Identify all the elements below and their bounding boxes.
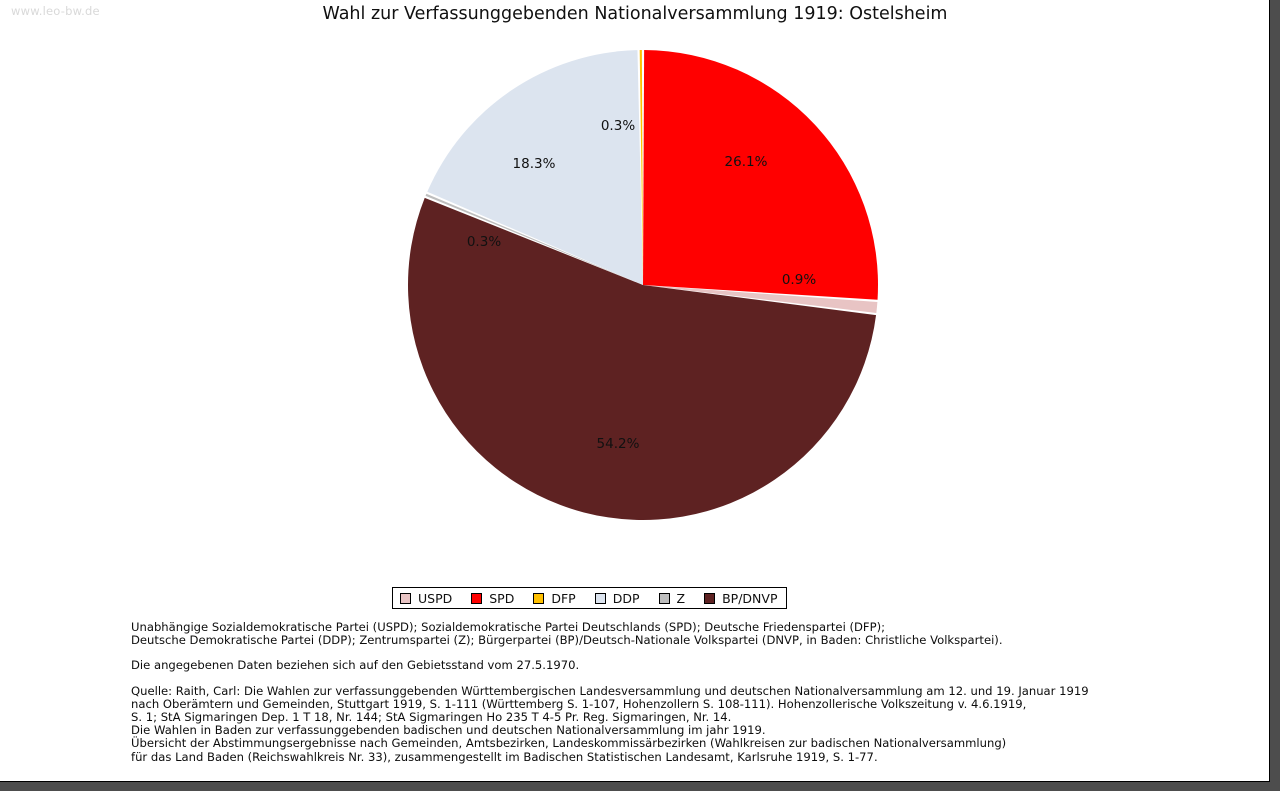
pie-chart: 26.1% 0.9% 54.2% 0.3% 18.3% 0.3% [396,38,896,538]
site-watermark: www.leo-bw.de [11,4,100,18]
footnote-line: für das Land Baden (Reichswahlkreis Nr. … [131,749,878,764]
footnote-parties: Unabhängige Sozialdemokratische Partei (… [131,620,1231,648]
legend-swatch-icon [471,592,483,604]
legend-swatch-icon [594,592,606,604]
pie-slice-dfp[interactable] [639,50,643,285]
footnotes: Unabhängige Sozialdemokratische Partei (… [131,620,1231,764]
page-title: Wahl zur Verfassunggebenden Nationalvers… [322,4,948,24]
chart-legend: USPD SPD DFP DDP Z BP/DNVP [392,587,788,609]
pie-slice-label-uspd: 0.9% [782,272,816,288]
legend-item-z[interactable]: Z [658,590,686,606]
footnote-line: S. 1; StA Sigmaringen Dep. 1 T 18, Nr. 1… [131,710,732,725]
pie-slice-ddp[interactable] [427,50,643,285]
legend-label: USPD [418,590,453,606]
legend-item-uspd[interactable]: USPD [400,591,452,606]
pie-chart-svg: 26.1% 0.9% 54.2% 0.3% 18.3% 0.3% [407,50,879,521]
pie-slice-label-bp-dnvp: 54.2% [597,436,640,452]
pie-slice-z[interactable] [425,193,643,285]
footnote-source: Quelle: Raith, Carl: Die Wahlen zur verf… [131,683,1231,764]
legend-item-spd[interactable]: SPD [471,591,514,606]
legend-label: DDP [612,590,640,606]
pie-slice-label-z: 0.3% [467,234,501,250]
legend-label: DFP [551,590,576,606]
pie-slice-uspd[interactable] [643,285,878,313]
pie-slice-group [407,50,879,521]
legend-swatch-icon [400,592,411,604]
pie-slice-label-spd: 26.1% [725,154,768,170]
footnote-territory: Die angegebenen Daten beziehen sich auf … [131,659,1231,672]
legend-swatch-icon [658,592,670,604]
legend-item-dfp[interactable]: DFP [533,590,576,606]
legend-swatch-icon [704,592,716,604]
legend-label: BP/DNVP [722,590,778,606]
legend-label: Z [676,590,686,606]
footnote-line: nach Oberämtern und Gemeinden, Stuttgart… [131,696,1027,711]
footnote-line: Die Wahlen in Baden zur verfassunggebend… [131,723,766,738]
footnote-line: Quelle: Raith, Carl: Die Wahlen zur verf… [131,683,1089,698]
footnote-line: Die angegebenen Daten beziehen sich auf … [131,658,580,673]
pie-slice-bp-dnvp[interactable] [407,197,877,521]
legend-label: SPD [489,590,515,606]
legend-item-bp-dnvp[interactable]: BP/DNVP [704,591,777,606]
footnote-line: Unabhängige Sozialdemokratische Partei (… [131,620,886,634]
pie-slice-label-dfp: 0.3% [601,118,635,134]
footnote-line: Deutsche Demokratische Partei (DDP); Zen… [131,633,1003,648]
pie-slice-label-ddp: 18.3% [513,156,556,172]
legend-swatch-icon [533,592,545,604]
footnote-line: Übersicht der Abstimmungsergebnisse nach… [131,736,1007,751]
pie-label-group: 26.1% 0.9% 54.2% 0.3% 18.3% 0.3% [467,118,816,452]
pie-slice-spd[interactable] [643,50,879,300]
legend-item-ddp[interactable]: DDP [594,590,640,606]
